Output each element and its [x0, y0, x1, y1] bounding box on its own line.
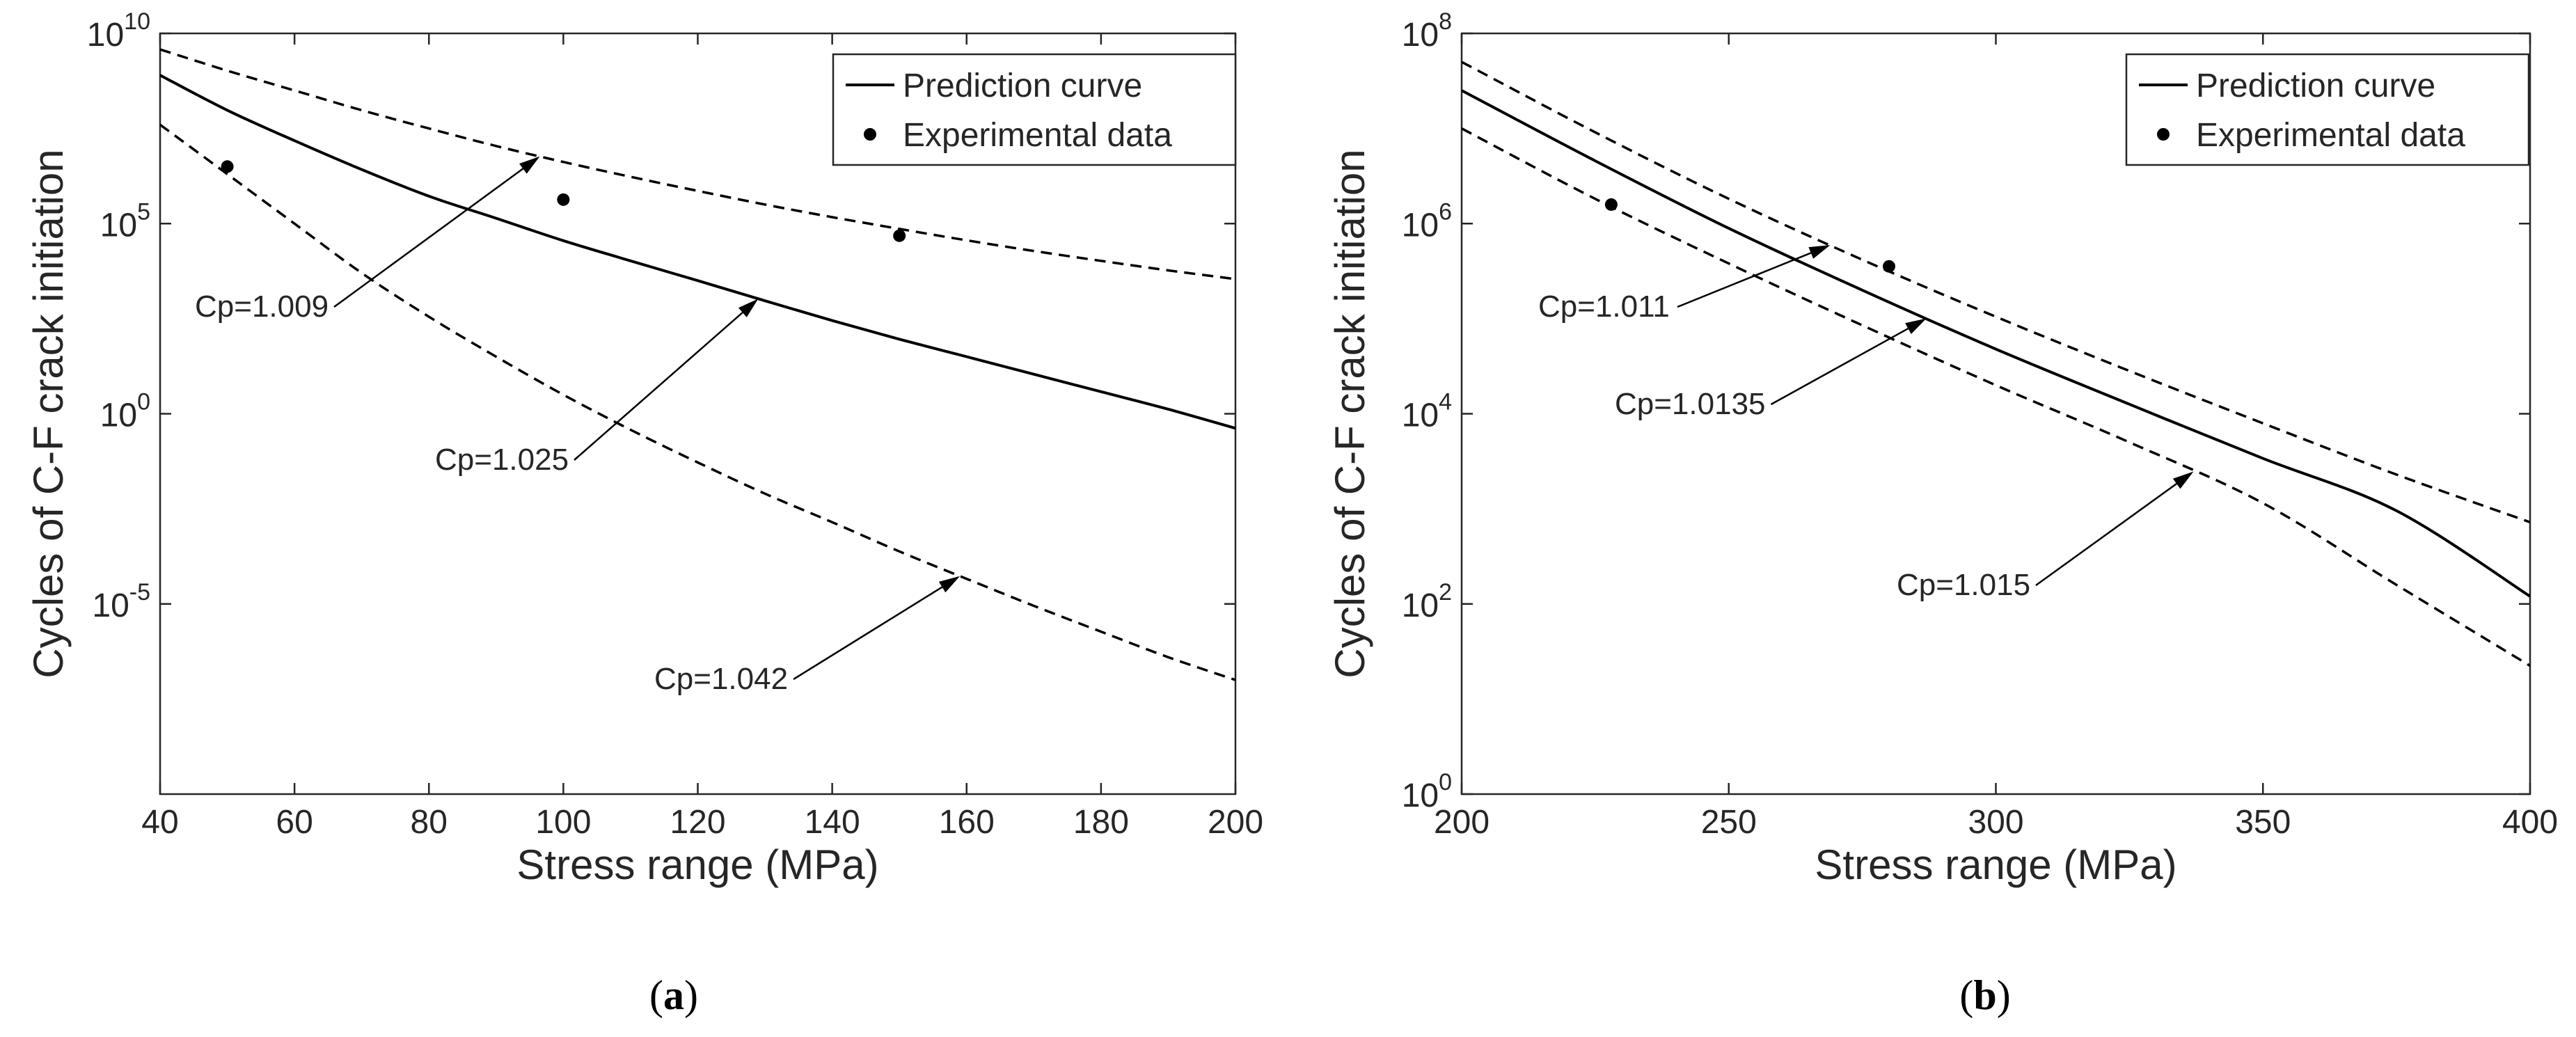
y-tick-label-base: 10: [1402, 587, 1439, 624]
annotation-label: Cp=1.0135: [1615, 387, 1766, 421]
y-tick-label-exponent: -5: [129, 579, 150, 605]
experimental-data-point: [1604, 198, 1618, 211]
y-tick-label: 106: [1402, 198, 1452, 244]
x-tick-label: 400: [2502, 804, 2558, 841]
x-tick-label: 120: [670, 804, 725, 841]
x-tick-label: 250: [1701, 804, 1757, 841]
annotation-arrow-line: [333, 168, 524, 308]
y-tick-label: 104: [1402, 389, 1452, 434]
y-tick-label-exponent: 0: [137, 389, 150, 415]
annotation-label: Cp=1.009: [195, 290, 329, 324]
prediction-curve: [160, 74, 1235, 430]
subfigure-paren-open: (: [1959, 972, 1973, 1018]
y-tick-label: 100: [1402, 769, 1452, 814]
curves: [160, 48, 1235, 681]
subfigure-paren-close: ): [1997, 972, 2011, 1018]
annotation-label: Cp=1.015: [1897, 568, 2030, 602]
y-tick-label-exponent: 8: [1439, 8, 1452, 35]
y-tick-label: 100: [100, 389, 150, 434]
y-tick-label-base: 10: [1402, 17, 1439, 54]
legend-box: [832, 53, 1237, 166]
experimental-data-point: [893, 229, 906, 242]
annotation-arrow-head: [2172, 471, 2194, 489]
subfigure-paren-open: (: [649, 972, 663, 1018]
x-tick-label: 160: [939, 804, 995, 841]
annotation-arrow-line: [574, 312, 743, 461]
y-axis-label: Cycles of C-F crack initiation: [1327, 149, 1373, 678]
x-tick-label: 80: [411, 804, 448, 841]
y-tick-label-base: 10: [1402, 397, 1439, 434]
y-axis-label: Cycles of C-F crack initiation: [25, 149, 72, 678]
x-axis-label: Stress range (MPa): [1815, 841, 2176, 888]
y-tick-label-base: 10: [100, 397, 137, 434]
curves: [1462, 61, 2530, 667]
annotation-arrow-head: [519, 156, 540, 174]
experimental-data-point: [557, 193, 570, 206]
annotation-arrow-head: [1808, 245, 1831, 259]
legend-box: [2125, 53, 2530, 166]
experimental-data-point: [221, 160, 234, 173]
prediction-curve: [1462, 89, 2530, 598]
x-tick-label: 100: [535, 804, 591, 841]
x-tick-label: 140: [805, 804, 860, 841]
legend-label-experimental: Experimental data: [2196, 117, 2465, 154]
annotation-arrow-head: [1905, 318, 1927, 334]
experimental-data-point: [1883, 260, 1895, 273]
subfigure-letter: a: [663, 972, 684, 1018]
subfigure-label: (a): [649, 972, 698, 1018]
annotation-label: Cp=1.025: [435, 443, 569, 477]
x-tick-label: 350: [2235, 804, 2291, 841]
legend-marker-swatch: [864, 128, 876, 141]
annotation-arrow-line: [2035, 483, 2177, 587]
x-tick-label: 300: [1968, 804, 2023, 841]
x-tick-label: 200: [1208, 804, 1263, 841]
y-tick-label-exponent: 2: [1439, 579, 1452, 605]
y-tick-label-base: 10: [1402, 777, 1439, 814]
y-tick-label-exponent: 10: [124, 8, 150, 35]
annotation-arrow-line: [793, 586, 943, 681]
x-tick-label: 200: [1434, 804, 1490, 841]
annotation-label: Cp=1.042: [654, 662, 788, 696]
x-tick-label: 60: [276, 804, 313, 841]
dashed-curve-cp-1-009: [160, 48, 1235, 280]
subfigure-paren-close: ): [684, 972, 698, 1018]
y-tick-label: 10-5: [92, 579, 150, 624]
subfigure-label: (b): [1959, 972, 2010, 1018]
y-tick-label: 1010: [87, 8, 150, 54]
annotation-arrow-line: [1677, 252, 1812, 308]
y-tick-label: 108: [1402, 8, 1452, 54]
annotation-arrow-head: [738, 299, 759, 317]
annotation-arrow-head: [938, 576, 961, 593]
annotation-arrow-line: [1770, 327, 1909, 406]
dashed-curve-cp-1-042: [160, 123, 1235, 681]
y-tick-label-exponent: 0: [1439, 769, 1452, 795]
y-tick-label-exponent: 4: [1439, 389, 1452, 415]
annotation-label: Cp=1.011: [1538, 290, 1670, 324]
panel-a: 40 60 80 100 120 140 160 180 200101010510010-5St…: [25, 8, 1263, 1018]
x-tick-label: 40: [141, 804, 178, 841]
y-tick-label-base: 10: [92, 587, 129, 624]
legend-label-prediction: Prediction curve: [2196, 68, 2435, 104]
y-tick-label: 102: [1402, 579, 1452, 624]
legend-label-prediction: Prediction curve: [903, 68, 1142, 104]
y-tick-label-base: 10: [100, 207, 137, 244]
dashed-curve-cp-1-011: [1462, 61, 2530, 523]
legend-label-experimental: Experimental data: [903, 117, 1172, 154]
y-tick-label-base: 10: [1402, 207, 1439, 244]
x-axis-label: Stress range (MPa): [516, 841, 878, 888]
y-tick-label: 105: [100, 198, 150, 244]
y-tick-label-exponent: 6: [1439, 198, 1452, 225]
legend-marker-swatch: [2157, 128, 2170, 141]
subfigure-letter: b: [1973, 972, 1996, 1018]
y-tick-label-exponent: 5: [137, 198, 150, 225]
x-tick-label: 180: [1073, 804, 1129, 841]
y-tick-label-base: 10: [87, 17, 124, 54]
